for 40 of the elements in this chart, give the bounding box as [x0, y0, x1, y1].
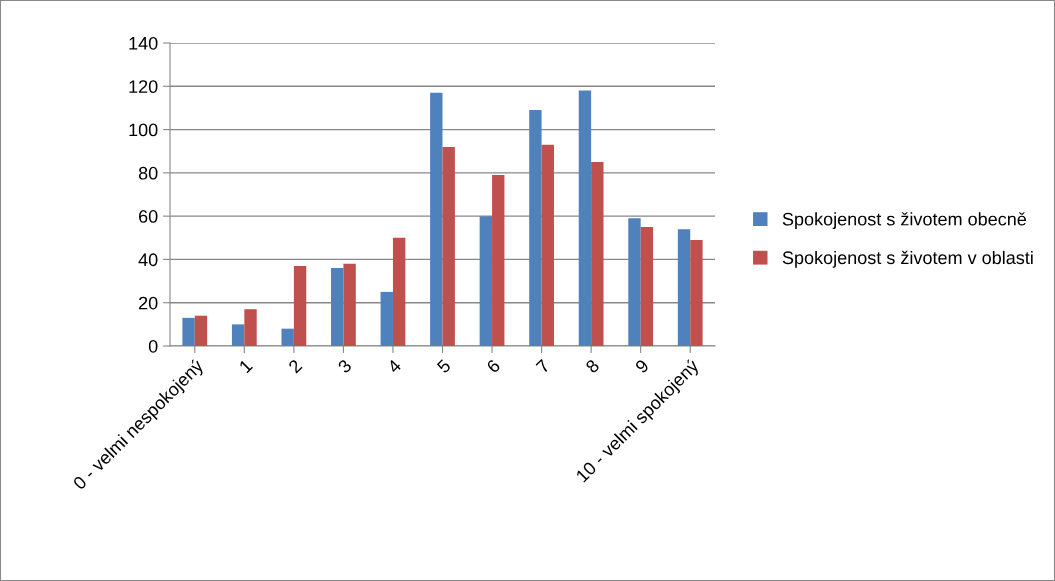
- bar: [281, 328, 294, 346]
- bar: [442, 146, 455, 346]
- y-tick-label: 40: [138, 253, 158, 267]
- legend-label: Spokojenost s životem v oblasti: [782, 250, 1033, 268]
- bar: [677, 229, 691, 346]
- y-tick-label: 120: [129, 80, 158, 94]
- x-tick-label: 3: [337, 358, 353, 374]
- x-tick-label: 7: [535, 358, 551, 374]
- y-tick-label: 20: [139, 296, 158, 310]
- bar: [479, 216, 493, 346]
- y-tick-label: 140: [129, 36, 158, 50]
- bar: [244, 309, 257, 346]
- bar: [293, 265, 307, 346]
- y-tick-label: 0: [148, 339, 158, 353]
- y-tick-label: 100: [129, 123, 158, 137]
- y-tick-label: 80: [138, 166, 158, 180]
- bar: [392, 237, 406, 346]
- bar: [529, 110, 542, 346]
- x-tick-label: 4: [386, 358, 402, 374]
- bar: [578, 90, 592, 346]
- legend-label: Spokojenost s životem obecně: [782, 212, 1027, 230]
- x-tick-label: 2: [287, 358, 303, 374]
- bar: [380, 291, 393, 346]
- bar: [194, 315, 208, 346]
- bar: [541, 144, 554, 346]
- bar: [430, 92, 443, 346]
- bar: [492, 175, 505, 346]
- bar: [690, 239, 703, 346]
- bar: [231, 324, 245, 346]
- bar: [591, 162, 604, 346]
- bar: [343, 263, 356, 346]
- bar: [640, 226, 654, 346]
- x-tick-label: 5: [436, 358, 452, 374]
- bar: [628, 218, 641, 346]
- x-tick-label: 1: [238, 358, 253, 374]
- bar: [331, 268, 344, 346]
- y-tick-label: 60: [139, 210, 158, 223]
- x-tick-label: 6: [485, 358, 501, 374]
- x-tick-label: 8: [584, 358, 600, 374]
- bar: [182, 317, 195, 346]
